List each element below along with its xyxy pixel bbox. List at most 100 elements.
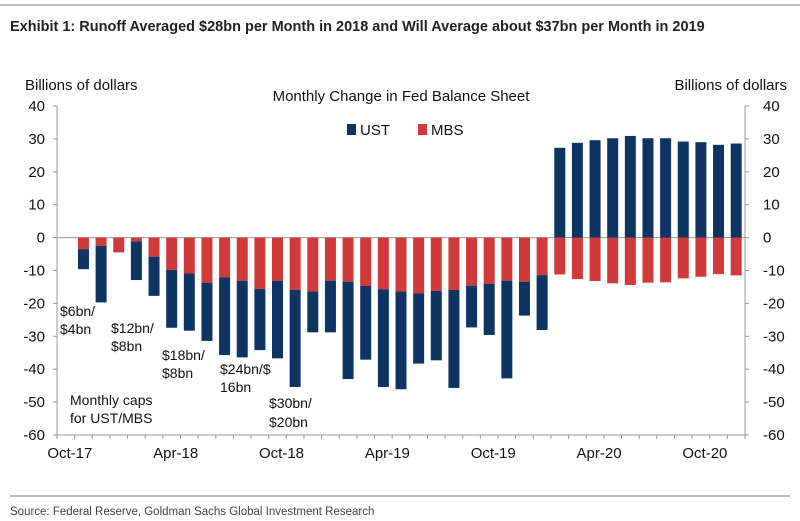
left-y-tick-label: -50 bbox=[23, 394, 45, 411]
bar-ust-mar-18 bbox=[148, 256, 160, 296]
bar-mbs-jun-18 bbox=[201, 237, 213, 283]
bar-ust-apr-20 bbox=[589, 140, 601, 238]
bar-ust-dec-18 bbox=[307, 291, 319, 333]
left-y-tick-label: 20 bbox=[28, 164, 45, 181]
left-axis-label: Billions of dollars bbox=[25, 77, 138, 94]
bar-ust-may-18 bbox=[183, 273, 195, 331]
bar-ust-oct-19 bbox=[483, 283, 495, 335]
bar-mbs-oct-19 bbox=[483, 237, 495, 284]
bar-mbs-mar-18 bbox=[148, 237, 160, 257]
bar-ust-mar-20 bbox=[571, 142, 583, 238]
right-y-tick-label: 20 bbox=[763, 164, 780, 181]
bar-mbs-aug-20 bbox=[660, 237, 672, 283]
right-y-tick-label: -40 bbox=[763, 361, 785, 378]
legend-swatch-mbs bbox=[418, 124, 427, 135]
x-tick-label: Oct-20 bbox=[682, 445, 727, 462]
x-tick-label: Apr-19 bbox=[365, 445, 410, 462]
right-y-tick-label: -30 bbox=[763, 328, 785, 345]
right-y-tick-label: 0 bbox=[763, 230, 771, 247]
source-note: Source: Federal Reserve, Goldman Sachs G… bbox=[10, 506, 374, 518]
chart-title: Monthly Change in Fed Balance Sheet bbox=[273, 88, 531, 105]
x-tick-label: Apr-18 bbox=[153, 445, 198, 462]
bar-ust-jul-20 bbox=[642, 138, 654, 238]
bar-mbs-jul-20 bbox=[642, 237, 654, 283]
bar-ust-apr-19 bbox=[377, 289, 389, 387]
bar-mbs-mar-19 bbox=[360, 237, 372, 286]
bar-ust-jun-19 bbox=[413, 293, 425, 364]
caps-label-line2: for UST/MBS bbox=[70, 410, 152, 426]
cap-annotation-4a: $24bn/$ bbox=[220, 361, 271, 377]
bar-mbs-jan-18 bbox=[113, 237, 125, 253]
bar-ust-aug-19 bbox=[448, 289, 460, 388]
left-y-tick-label: -30 bbox=[23, 328, 45, 345]
bar-mbs-jan-20 bbox=[536, 237, 548, 276]
bar-ust-nov-18 bbox=[289, 289, 301, 387]
legend-label-mbs: MBS bbox=[431, 122, 464, 139]
bar-ust-sep-19 bbox=[466, 285, 478, 328]
right-y-tick-label: 10 bbox=[763, 197, 780, 214]
bar-mbs-mar-20 bbox=[571, 237, 583, 280]
bar-ust-nov-17 bbox=[77, 249, 89, 270]
bar-mbs-dec-20 bbox=[730, 237, 742, 276]
bar-ust-nov-19 bbox=[501, 280, 513, 379]
cap-annotation-3a: $18bn/ bbox=[162, 347, 205, 363]
legend-label-ust: UST bbox=[360, 122, 390, 139]
legend: UST MBS bbox=[347, 122, 464, 139]
bar-ust-feb-18 bbox=[130, 241, 142, 281]
bar-mbs-dec-19 bbox=[518, 237, 530, 282]
bar-mbs-may-18 bbox=[183, 237, 195, 274]
bar-mbs-apr-20 bbox=[589, 237, 601, 282]
bar-mbs-jun-20 bbox=[624, 237, 636, 285]
bar-ust-aug-20 bbox=[660, 138, 672, 238]
bar-mbs-jul-19 bbox=[430, 237, 442, 291]
bar-mbs-dec-18 bbox=[307, 237, 319, 292]
bar-ust-dec-19 bbox=[518, 281, 530, 316]
bar-ust-aug-18 bbox=[236, 280, 248, 358]
cap-annotation-5b: $20bn bbox=[269, 414, 308, 430]
legend-swatch-ust bbox=[347, 124, 356, 135]
bar-ust-jul-18 bbox=[219, 277, 231, 356]
bar-mbs-apr-18 bbox=[166, 237, 178, 270]
right-y-tick-label: 40 bbox=[763, 98, 780, 115]
bar-ust-mar-19 bbox=[360, 285, 372, 360]
bar-mbs-nov-20 bbox=[713, 237, 725, 275]
bar-ust-may-19 bbox=[395, 291, 407, 390]
bar-ust-oct-18 bbox=[272, 280, 284, 359]
x-tick-label: Apr-20 bbox=[577, 445, 622, 462]
bar-mbs-nov-17 bbox=[77, 237, 89, 250]
bar-mbs-sep-19 bbox=[466, 237, 478, 286]
bar-mbs-may-20 bbox=[607, 237, 619, 284]
x-tick-label: Oct-17 bbox=[47, 445, 92, 462]
bar-mbs-jul-18 bbox=[219, 237, 231, 278]
bar-mbs-oct-20 bbox=[695, 237, 707, 277]
bar-mbs-may-19 bbox=[395, 237, 407, 292]
bar-mbs-aug-19 bbox=[448, 237, 460, 290]
bar-mbs-nov-18 bbox=[289, 237, 301, 290]
caps-label-line1: Monthly caps bbox=[70, 392, 152, 408]
bar-ust-apr-18 bbox=[166, 269, 178, 328]
left-y-tick-label: 10 bbox=[28, 197, 45, 214]
bar-mbs-feb-18 bbox=[130, 237, 142, 242]
x-tick-label: Oct-18 bbox=[259, 445, 304, 462]
bar-mbs-oct-18 bbox=[272, 237, 284, 281]
bar-ust-nov-20 bbox=[713, 144, 725, 238]
right-y-tick-label: -20 bbox=[763, 295, 785, 312]
x-tick-label: Oct-19 bbox=[471, 445, 516, 462]
cap-annotation-1b: $4bn bbox=[60, 321, 91, 337]
left-y-tick-label: -10 bbox=[23, 263, 45, 280]
cap-annotation-5a: $30bn/ bbox=[269, 395, 312, 411]
cap-annotation-3b: $8bn bbox=[162, 365, 193, 381]
right-y-tick-label: -50 bbox=[763, 394, 785, 411]
cap-annotation-2b: $8bn bbox=[111, 338, 142, 354]
left-y-tick-label: 30 bbox=[28, 131, 45, 148]
bar-mbs-jun-19 bbox=[413, 237, 425, 294]
bar-mbs-jan-19 bbox=[324, 237, 336, 281]
bar-ust-may-20 bbox=[607, 138, 619, 238]
bar-ust-dec-20 bbox=[730, 143, 742, 238]
bar-ust-feb-20 bbox=[554, 147, 566, 238]
bar-ust-oct-20 bbox=[695, 142, 707, 238]
bar-ust-feb-19 bbox=[342, 281, 354, 380]
bar-mbs-nov-19 bbox=[501, 237, 513, 281]
